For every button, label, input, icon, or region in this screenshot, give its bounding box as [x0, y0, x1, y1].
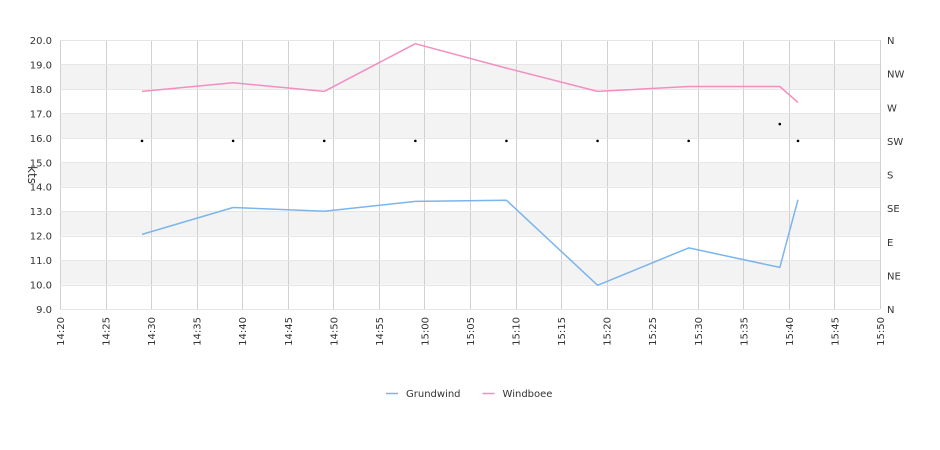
y-tick-label: 16.0 [30, 134, 52, 145]
direction-point [596, 139, 599, 143]
direction-point [778, 122, 782, 126]
direction-tick-label: N [887, 305, 894, 316]
direction-point [140, 139, 144, 143]
x-tick-label: 15:25 [648, 317, 659, 346]
direction-tick-label: SE [887, 204, 900, 215]
direction-point [322, 139, 326, 143]
direction-point [231, 139, 235, 143]
vertical-gridlines [60, 40, 881, 309]
x-tick-label: 14:45 [284, 317, 295, 346]
direction-tick-label: NW [887, 70, 904, 81]
y-axis-right-labels: N NE E SE S SW W NW N [887, 36, 904, 316]
horizontal-gridlines [60, 40, 880, 310]
direction-point [414, 139, 417, 143]
direction-point [687, 139, 690, 143]
y-tick-label: 11.0 [30, 256, 52, 267]
series-line-grundwind [141, 199, 799, 287]
legend-item-label: Grundwind [406, 389, 461, 400]
x-tick-label: 15:20 [603, 317, 614, 346]
y-tick-label: 10.0 [30, 281, 52, 292]
x-tick-label: 14:50 [329, 317, 340, 346]
x-tick-label: 14:20 [56, 317, 67, 346]
x-tick-label: 14:35 [193, 317, 204, 346]
x-tick-label: 15:15 [557, 317, 568, 346]
x-tick-label: 14:30 [147, 317, 158, 346]
direction-tick-label: W [887, 103, 897, 114]
x-tick-label: 14:40 [238, 317, 249, 346]
x-tick-label: 15:00 [420, 317, 431, 346]
y-tick-label: 14.0 [30, 183, 52, 194]
direction-points [140, 122, 800, 143]
x-tick-label: 15:40 [785, 317, 796, 346]
direction-tick-label: NE [887, 271, 901, 282]
x-tick-label: 15:45 [830, 317, 841, 346]
legend: Grundwind Windboee [386, 389, 552, 400]
series-line-windboee [141, 42, 799, 103]
x-tick-label: 15:50 [876, 317, 887, 346]
x-tick-label: 14:55 [375, 317, 386, 346]
y-axis-title: kts [25, 166, 39, 184]
y-tick-label: 12.0 [30, 232, 52, 243]
direction-tick-label: SW [887, 137, 903, 148]
y-axis-left-labels: 9.0 10.0 11.0 12.0 13.0 14.0 15.0 16.0 17.0 18.0 1… [30, 36, 52, 316]
x-tick-label: 15:10 [512, 317, 523, 346]
x-tick-label: 15:05 [466, 317, 477, 346]
y-tick-label: 20.0 [30, 36, 52, 47]
x-axis-labels: 14:20 14:25 14:30 14:35 14:40 14:45 14:50 14:55… [56, 317, 887, 346]
series-lines [141, 42, 799, 287]
direction-point [505, 139, 508, 143]
y-tick-label: 18.0 [30, 85, 52, 96]
y-tick-label: 15.0 [30, 158, 52, 169]
y-tick-label: 9.0 [36, 305, 52, 316]
direction-tick-label: S [887, 171, 893, 182]
y-tick-label: 17.0 [30, 109, 52, 120]
direction-tick-label: N [887, 36, 894, 47]
x-tick-label: 14:25 [102, 317, 113, 346]
legend-item-label: Windboee [503, 389, 553, 400]
x-tick-label: 15:30 [694, 317, 705, 346]
direction-point [796, 139, 800, 143]
y-tick-label: 19.0 [30, 60, 52, 71]
y-tick-label: 13.0 [30, 207, 52, 218]
direction-tick-label: E [887, 238, 893, 249]
x-tick-label: 15:35 [739, 317, 750, 346]
